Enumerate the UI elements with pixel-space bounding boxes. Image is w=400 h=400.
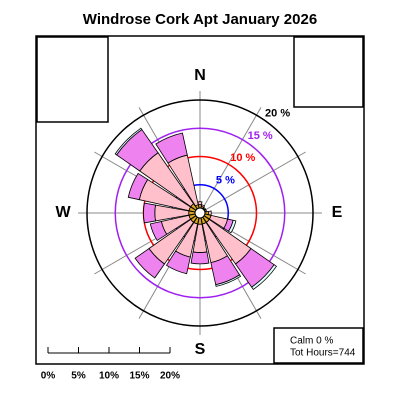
direction-label: E [332,204,343,221]
ring-label: 5 % [216,174,235,186]
wedge [190,251,210,265]
ring-legend [293,36,364,108]
wedge [143,202,156,224]
ring-label: 15 % [248,130,273,142]
scale-label: 10% [99,371,119,382]
direction-label: N [194,67,206,84]
wedge [215,274,242,287]
ring-label: 10 % [230,152,255,164]
calm-box [273,327,364,364]
wedge [155,132,188,164]
direction-label: W [55,204,71,221]
calm-circle [194,207,206,219]
wedge [251,264,278,291]
scale-label: 15% [129,371,149,382]
plot-frame [35,35,365,365]
wedge [127,172,149,201]
direction-label: S [195,341,206,358]
wedge [149,220,168,241]
chart-title: Windrose Cork Apt January 2026 [83,11,317,28]
scale-label: 20% [160,371,180,382]
scale-label: 5% [71,371,86,382]
wedge [227,219,237,234]
spoke [199,151,306,214]
ring-label: 20 % [265,108,290,120]
wedge [204,208,208,213]
wedge [207,210,212,216]
wedge [165,250,191,275]
calm-label: Calm 0 % [290,336,333,347]
ring [114,127,286,299]
speed-legend [36,36,109,123]
spoke [199,107,262,214]
wedge [197,201,203,206]
wedge [134,247,166,279]
scale-label: 0% [41,371,56,382]
total-label: Tot Hours=744 [290,348,356,359]
wedge [200,204,206,208]
ring [86,99,314,327]
wedge [114,127,143,156]
